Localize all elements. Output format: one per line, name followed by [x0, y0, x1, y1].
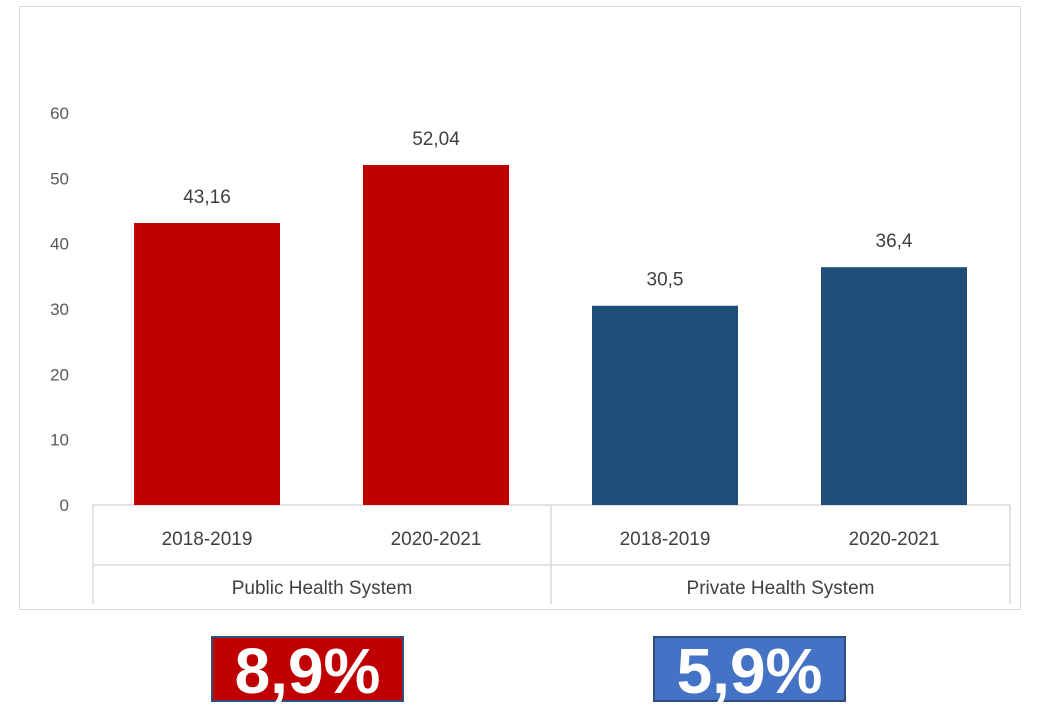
- group-label: Private Health System: [687, 578, 875, 599]
- x-tick-label: 2018-2019: [162, 529, 253, 550]
- data-label: 43,16: [183, 187, 231, 208]
- bar: [592, 305, 738, 505]
- group-label: Public Health System: [232, 578, 413, 599]
- y-tick-label: 30: [50, 300, 69, 319]
- data-label: 52,04: [412, 129, 460, 150]
- y-tick-label: 10: [50, 431, 69, 450]
- x-tick-label: 2020-2021: [849, 529, 940, 550]
- y-tick-label: 60: [50, 104, 69, 123]
- x-tick-label: 2020-2021: [391, 529, 482, 550]
- bar: [363, 165, 509, 505]
- bar: [134, 223, 280, 505]
- public-growth-badge: 8,9%: [211, 636, 404, 704]
- x-tick-label: 2018-2019: [620, 529, 711, 550]
- data-label: 30,5: [647, 270, 684, 291]
- y-tick-label: 20: [50, 365, 69, 384]
- y-tick-label: 0: [60, 496, 69, 515]
- y-tick-label: 50: [50, 169, 69, 188]
- bar-chart: 0 10 20 30 40 50 60 43,16 2018-2019 52,04 2020-202…: [50, 104, 1011, 604]
- private-growth-badge: 5,9%: [653, 636, 846, 704]
- bar: [821, 267, 967, 505]
- y-tick-label: 40: [50, 235, 69, 254]
- data-label: 36,4: [876, 231, 913, 252]
